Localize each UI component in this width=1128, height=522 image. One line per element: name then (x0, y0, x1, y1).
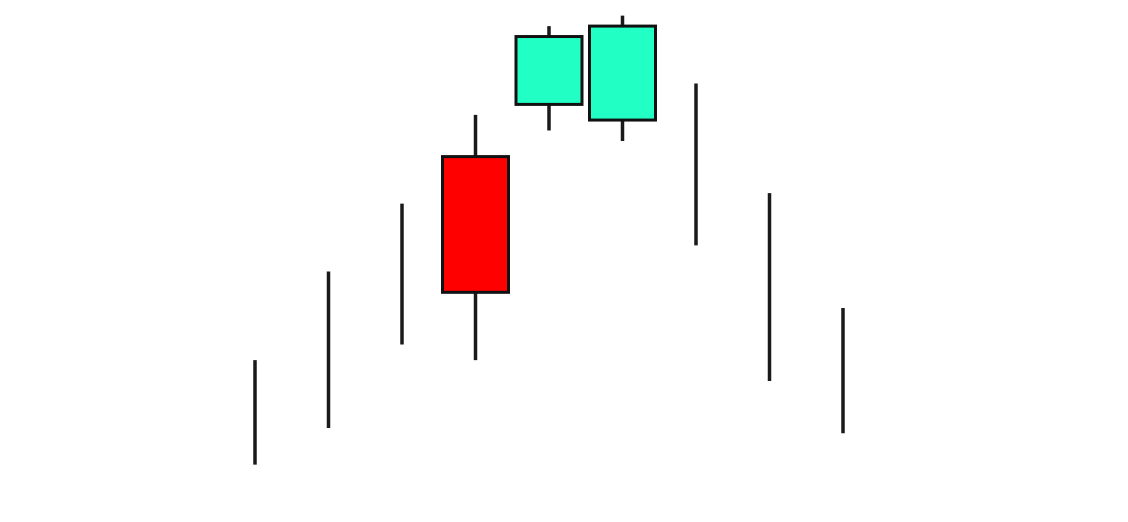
candle-6 (588, 15, 657, 141)
candle-5 (514, 26, 584, 131)
candle-4 (441, 114, 510, 361)
candle-5-body (514, 35, 584, 106)
candle-6-body (588, 24, 657, 122)
candle-4-body (441, 155, 510, 294)
